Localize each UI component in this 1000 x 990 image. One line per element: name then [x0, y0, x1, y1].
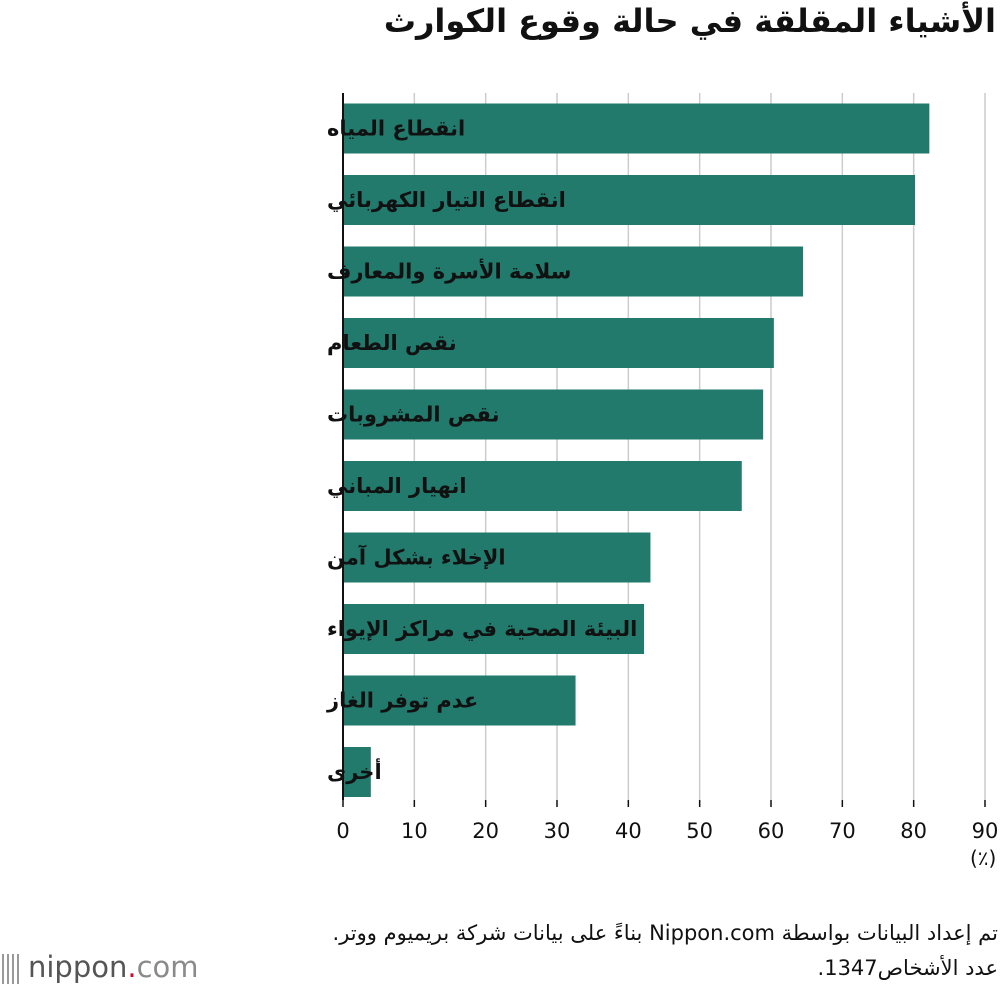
chart-title: الأشياء المقلقة في حالة وقوع الكوارث — [383, 2, 996, 40]
bar — [343, 604, 645, 654]
bar — [343, 103, 930, 154]
bar — [343, 532, 651, 583]
category-label: سلامة الأسرة والمعارف — [327, 258, 571, 284]
x-tick-label: 0 — [336, 819, 349, 843]
category-label: البيئة الصحية في مراكز الإيواء — [327, 617, 637, 641]
x-tick-label: 70 — [829, 819, 856, 843]
category-label: أخرى — [327, 757, 382, 784]
x-tick-label: 90 — [972, 819, 999, 843]
category-label: انهيار المباني — [327, 474, 467, 498]
x-tick-label: 80 — [900, 819, 927, 843]
category-label: نقص المشروبات — [327, 403, 499, 427]
bar — [343, 318, 774, 368]
x-tick-label: 10 — [401, 819, 428, 843]
logo-mark-icon — [2, 954, 19, 984]
bar — [343, 175, 916, 225]
respondents-note: عدد الأشخاص1347. — [817, 956, 998, 980]
logo-name: nippon — [28, 950, 128, 984]
bar — [343, 675, 576, 726]
category-label: انقطاع التيار الكهربائي — [327, 188, 566, 212]
nippon-logo: nippon.com — [0, 950, 199, 986]
bar-chart: انقطاع المياه انقطاع التيار الكهربائي سلام… — [326, 93, 998, 843]
x-tick-label: 60 — [758, 819, 785, 843]
bar — [343, 747, 371, 797]
bar — [343, 461, 742, 511]
category-labels: انقطاع المياه انقطاع التيار الكهربائي سلام… — [326, 117, 637, 785]
bar — [343, 246, 804, 297]
axes — [342, 93, 986, 807]
x-tick-labels: 0 10 20 30 40 50 60 70 80 90 — [336, 819, 998, 843]
category-label: عدم توفر الغاز — [326, 689, 478, 713]
x-tick-label: 20 — [472, 819, 499, 843]
x-tick-label: 40 — [615, 819, 642, 843]
category-label: نقص الطعام — [327, 331, 457, 355]
x-tick-label: 30 — [544, 819, 571, 843]
category-label: انقطاع المياه — [327, 117, 465, 141]
unit-label: (٪) — [970, 846, 997, 870]
category-label: الإخلاء بشكل آمن — [327, 545, 506, 570]
source-note: تم إعداد البيانات بواسطة Nippon.com بناء… — [332, 921, 998, 945]
bar — [343, 389, 764, 440]
bars — [343, 103, 930, 797]
logo-dot: . — [127, 950, 137, 984]
logo-tld: com — [136, 950, 199, 984]
x-tick-label: 50 — [686, 819, 713, 843]
